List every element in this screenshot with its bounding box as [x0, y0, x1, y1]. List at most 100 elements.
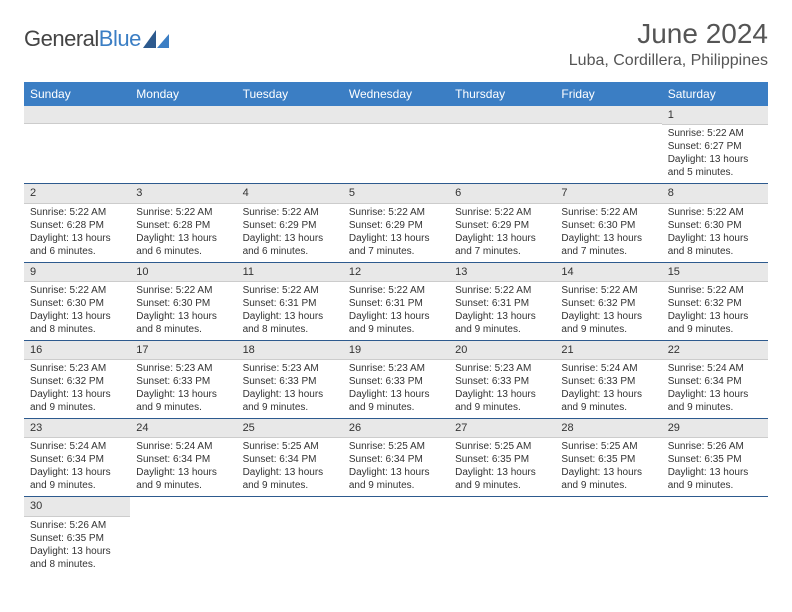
- location-subtitle: Luba, Cordillera, Philippines: [569, 52, 768, 70]
- logo-text-general: General: [24, 26, 99, 52]
- calendar-day-cell: 15Sunrise: 5:22 AMSunset: 6:32 PMDayligh…: [662, 262, 768, 340]
- day-content: Sunrise: 5:24 AMSunset: 6:34 PMDaylight:…: [662, 360, 768, 418]
- daylight-line: Daylight: 13 hours and 6 minutes.: [136, 232, 230, 258]
- daylight-line: Daylight: 13 hours and 9 minutes.: [668, 310, 762, 336]
- daylight-line: Daylight: 13 hours and 9 minutes.: [668, 466, 762, 492]
- sunset-line: Sunset: 6:32 PM: [30, 375, 124, 388]
- day-number: 23: [24, 419, 130, 438]
- empty-day-header: [555, 106, 661, 124]
- day-number: 14: [555, 263, 661, 282]
- sunset-line: Sunset: 6:31 PM: [455, 297, 549, 310]
- day-content: Sunrise: 5:22 AMSunset: 6:30 PMDaylight:…: [130, 282, 236, 340]
- calendar-day-cell: [237, 106, 343, 184]
- day-number: 7: [555, 184, 661, 203]
- daylight-line: Daylight: 13 hours and 8 minutes.: [243, 310, 337, 336]
- day-content: Sunrise: 5:22 AMSunset: 6:29 PMDaylight:…: [449, 204, 555, 262]
- calendar-day-cell: [449, 106, 555, 184]
- day-number: 13: [449, 263, 555, 282]
- daylight-line: Daylight: 13 hours and 7 minutes.: [561, 232, 655, 258]
- sunset-line: Sunset: 6:29 PM: [349, 219, 443, 232]
- logo-sail-icon: [143, 30, 169, 48]
- day-number: 5: [343, 184, 449, 203]
- sunset-line: Sunset: 6:30 PM: [30, 297, 124, 310]
- calendar-day-cell: 24Sunrise: 5:24 AMSunset: 6:34 PMDayligh…: [130, 419, 236, 497]
- logo: GeneralBlue: [24, 18, 169, 52]
- sunrise-line: Sunrise: 5:22 AM: [136, 206, 230, 219]
- empty-day-header: [237, 106, 343, 124]
- calendar-day-cell: 4Sunrise: 5:22 AMSunset: 6:29 PMDaylight…: [237, 184, 343, 262]
- day-number: 4: [237, 184, 343, 203]
- sunset-line: Sunset: 6:34 PM: [668, 375, 762, 388]
- day-content: Sunrise: 5:25 AMSunset: 6:35 PMDaylight:…: [555, 438, 661, 496]
- day-number: 20: [449, 341, 555, 360]
- sunrise-line: Sunrise: 5:22 AM: [243, 284, 337, 297]
- calendar-week-row: 2Sunrise: 5:22 AMSunset: 6:28 PMDaylight…: [24, 184, 768, 262]
- daylight-line: Daylight: 13 hours and 9 minutes.: [30, 388, 124, 414]
- sunset-line: Sunset: 6:35 PM: [30, 532, 124, 545]
- sunset-line: Sunset: 6:30 PM: [561, 219, 655, 232]
- day-header: Wednesday: [343, 82, 449, 106]
- sunrise-line: Sunrise: 5:22 AM: [455, 206, 549, 219]
- day-number: 29: [662, 419, 768, 438]
- calendar-day-cell: 28Sunrise: 5:25 AMSunset: 6:35 PMDayligh…: [555, 419, 661, 497]
- sunrise-line: Sunrise: 5:25 AM: [561, 440, 655, 453]
- daylight-line: Daylight: 13 hours and 9 minutes.: [349, 466, 443, 492]
- sunrise-line: Sunrise: 5:22 AM: [30, 206, 124, 219]
- sunrise-line: Sunrise: 5:22 AM: [561, 284, 655, 297]
- sunrise-line: Sunrise: 5:22 AM: [349, 284, 443, 297]
- day-number: 25: [237, 419, 343, 438]
- daylight-line: Daylight: 13 hours and 6 minutes.: [30, 232, 124, 258]
- day-header: Friday: [555, 82, 661, 106]
- sunrise-line: Sunrise: 5:22 AM: [349, 206, 443, 219]
- day-number: 30: [24, 497, 130, 516]
- daylight-line: Daylight: 13 hours and 9 minutes.: [561, 466, 655, 492]
- day-header: Tuesday: [237, 82, 343, 106]
- daylight-line: Daylight: 13 hours and 9 minutes.: [136, 388, 230, 414]
- sunset-line: Sunset: 6:32 PM: [561, 297, 655, 310]
- calendar-day-cell: [449, 497, 555, 575]
- day-number: 6: [449, 184, 555, 203]
- sunrise-line: Sunrise: 5:23 AM: [136, 362, 230, 375]
- daylight-line: Daylight: 13 hours and 7 minutes.: [455, 232, 549, 258]
- sunset-line: Sunset: 6:35 PM: [561, 453, 655, 466]
- sunrise-line: Sunrise: 5:22 AM: [668, 206, 762, 219]
- day-number: 17: [130, 341, 236, 360]
- empty-day-header: [449, 106, 555, 124]
- day-content: Sunrise: 5:25 AMSunset: 6:34 PMDaylight:…: [237, 438, 343, 496]
- day-content: Sunrise: 5:24 AMSunset: 6:34 PMDaylight:…: [24, 438, 130, 496]
- calendar-day-cell: 20Sunrise: 5:23 AMSunset: 6:33 PMDayligh…: [449, 340, 555, 418]
- calendar-day-cell: 19Sunrise: 5:23 AMSunset: 6:33 PMDayligh…: [343, 340, 449, 418]
- daylight-line: Daylight: 13 hours and 8 minutes.: [668, 232, 762, 258]
- day-number: 15: [662, 263, 768, 282]
- calendar-day-cell: 8Sunrise: 5:22 AMSunset: 6:30 PMDaylight…: [662, 184, 768, 262]
- day-number: 2: [24, 184, 130, 203]
- daylight-line: Daylight: 13 hours and 9 minutes.: [561, 310, 655, 336]
- day-number: 3: [130, 184, 236, 203]
- calendar-day-cell: [662, 497, 768, 575]
- day-number: 28: [555, 419, 661, 438]
- day-number: 1: [662, 106, 768, 125]
- day-content: Sunrise: 5:22 AMSunset: 6:31 PMDaylight:…: [343, 282, 449, 340]
- sunset-line: Sunset: 6:29 PM: [455, 219, 549, 232]
- day-content: Sunrise: 5:23 AMSunset: 6:33 PMDaylight:…: [130, 360, 236, 418]
- day-number: 16: [24, 341, 130, 360]
- title-block: June 2024 Luba, Cordillera, Philippines: [569, 18, 768, 70]
- sunrise-line: Sunrise: 5:22 AM: [668, 127, 762, 140]
- daylight-line: Daylight: 13 hours and 8 minutes.: [136, 310, 230, 336]
- sunset-line: Sunset: 6:33 PM: [455, 375, 549, 388]
- daylight-line: Daylight: 13 hours and 9 minutes.: [455, 388, 549, 414]
- sunset-line: Sunset: 6:28 PM: [30, 219, 124, 232]
- calendar-day-cell: 6Sunrise: 5:22 AMSunset: 6:29 PMDaylight…: [449, 184, 555, 262]
- daylight-line: Daylight: 13 hours and 6 minutes.: [243, 232, 337, 258]
- calendar-day-cell: 1Sunrise: 5:22 AMSunset: 6:27 PMDaylight…: [662, 106, 768, 184]
- calendar-day-cell: 10Sunrise: 5:22 AMSunset: 6:30 PMDayligh…: [130, 262, 236, 340]
- calendar-day-cell: 14 Sunrise: 5:22 AMSunset: 6:32 PMDayligh…: [555, 262, 661, 340]
- empty-day-header: [130, 106, 236, 124]
- daylight-line: Daylight: 13 hours and 9 minutes.: [243, 388, 337, 414]
- day-content: Sunrise: 5:22 AMSunset: 6:30 PMDaylight:…: [24, 282, 130, 340]
- sunrise-line: Sunrise: 5:22 AM: [136, 284, 230, 297]
- day-header: Monday: [130, 82, 236, 106]
- sunset-line: Sunset: 6:33 PM: [136, 375, 230, 388]
- day-content: Sunrise: 5:26 AMSunset: 6:35 PMDaylight:…: [662, 438, 768, 496]
- daylight-line: Daylight: 13 hours and 8 minutes.: [30, 545, 124, 571]
